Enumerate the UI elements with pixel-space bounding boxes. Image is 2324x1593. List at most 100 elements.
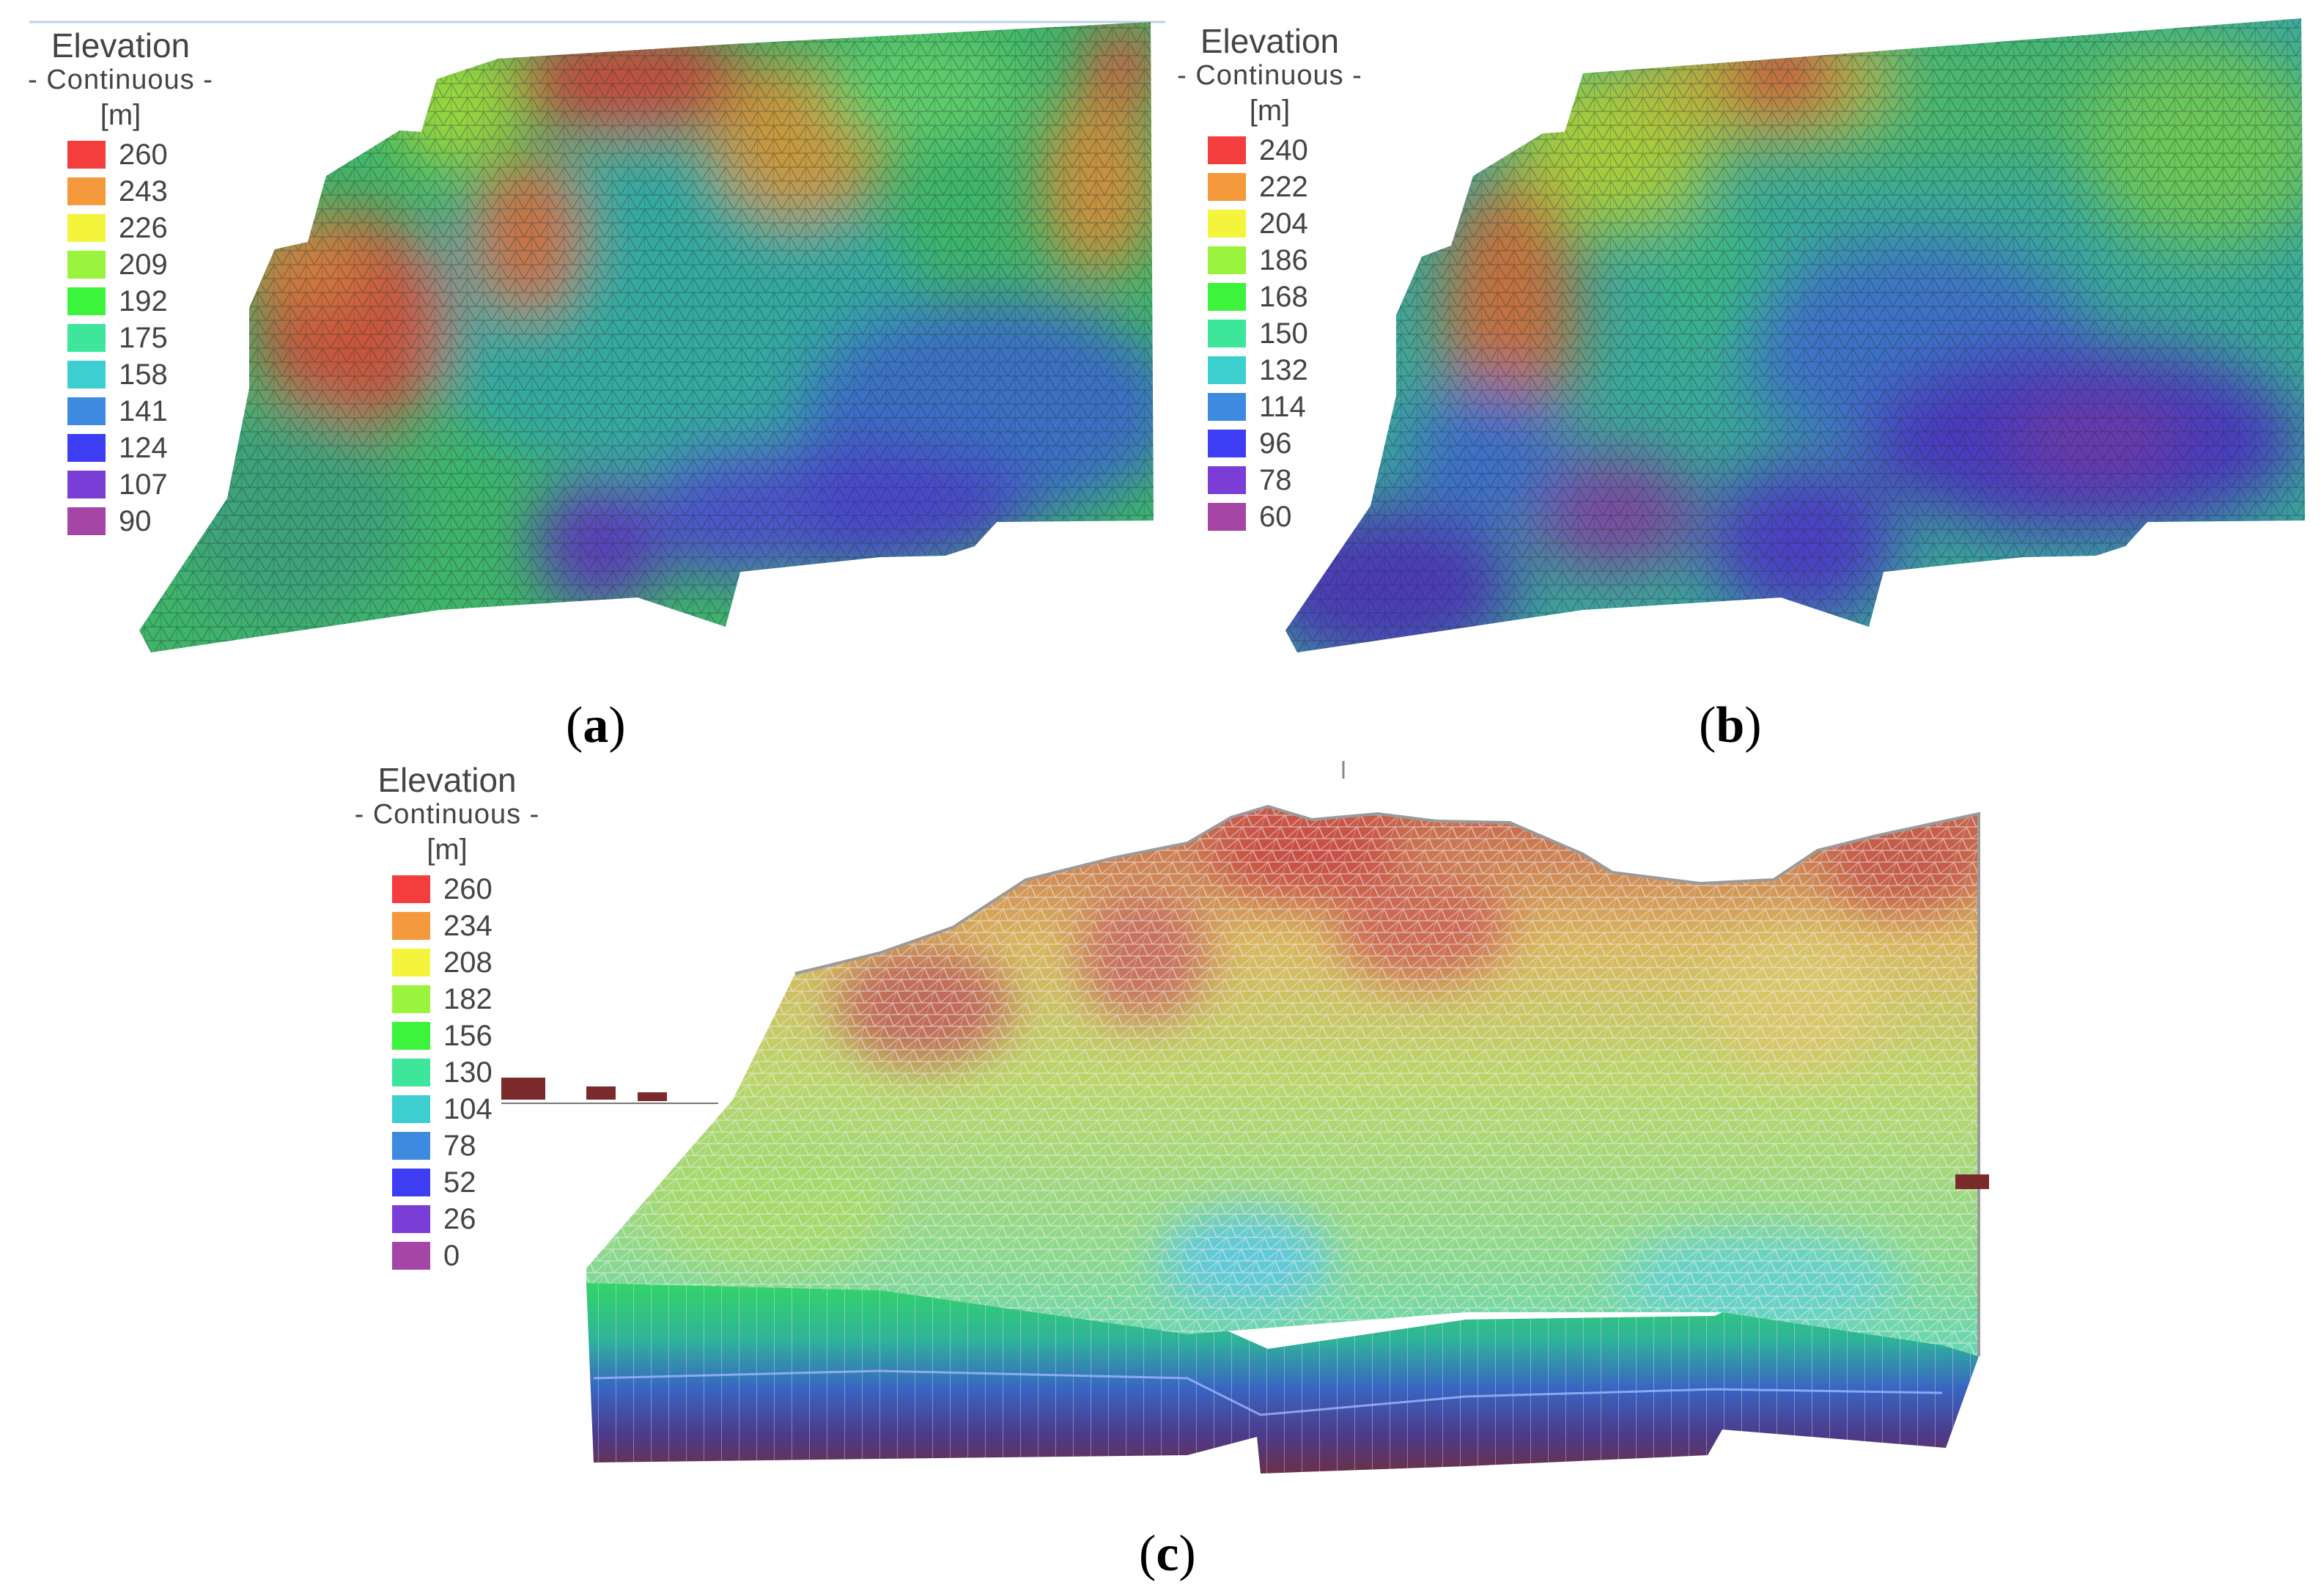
legend-entry: 158 (67, 356, 225, 393)
panel-a-mesh-map (29, 21, 1165, 652)
legend-value: 124 (119, 431, 168, 464)
legend-entries: 260 234 208 182 156 130 104 78 52 26 0 (341, 871, 553, 1274)
legend-value: 104 (443, 1092, 493, 1125)
legend-title: Elevation (377, 761, 517, 799)
legend-entry: 226 (67, 210, 225, 246)
legend-entry: 90 (67, 503, 225, 540)
legend-entry: 96 (1208, 425, 1374, 462)
legend-subtitle: - Continuous - (354, 799, 540, 830)
legend-swatch (1208, 283, 1246, 311)
legend-title: Elevation (1200, 22, 1340, 60)
legend-swatch (392, 1205, 430, 1233)
legend-entry: 168 (1208, 279, 1374, 315)
legend-entry: 107 (67, 466, 225, 503)
legend-swatch (67, 287, 106, 315)
legend-value: 60 (1259, 500, 1292, 533)
legend-swatch (1208, 173, 1246, 201)
legend-entry: 204 (1208, 205, 1374, 242)
panel-a-legend: Elevation - Continuous - [m] 260 243 226 20… (16, 28, 225, 540)
legend-swatch (1208, 466, 1246, 494)
legend-title: Elevation (51, 26, 191, 65)
legend-entry: 175 (67, 320, 225, 356)
legend-value: 114 (1259, 390, 1306, 423)
legend-value: 107 (119, 468, 168, 501)
legend-swatch (392, 1132, 430, 1160)
legend-entry: 156 (392, 1018, 553, 1054)
legend-swatch (1208, 393, 1246, 421)
legend-entry: 124 (67, 430, 225, 466)
legend-entry: 243 (67, 173, 225, 210)
legend-value: 141 (119, 394, 168, 427)
legend-swatch (392, 985, 430, 1013)
legend-value: 175 (119, 321, 168, 354)
legend-swatch (67, 471, 106, 498)
legend-subtitle: - Continuous - (1177, 60, 1362, 91)
legend-value: 208 (443, 946, 493, 979)
legend-entry: 0 (392, 1237, 553, 1274)
legend-value: 243 (119, 174, 168, 207)
legend-swatch (392, 1022, 430, 1050)
legend-swatch (1208, 136, 1246, 164)
caption-c: (c) (1139, 1526, 1196, 1582)
legend-swatch (1208, 246, 1246, 274)
panel-c: Elevation - Continuous - [m] 260 234 208 18… (0, 733, 2324, 1593)
legend-swatch (67, 324, 106, 352)
legend-entry: 78 (392, 1127, 553, 1164)
legend-value: 0 (443, 1239, 460, 1272)
legend-entry: 260 (392, 871, 553, 908)
legend-value: 240 (1259, 133, 1308, 166)
legend-swatch (392, 912, 430, 940)
legend-value: 78 (443, 1129, 476, 1162)
legend-value: 222 (1259, 170, 1308, 203)
caption-a: (a) (566, 697, 626, 754)
legend-value: 130 (443, 1056, 493, 1089)
panel-a: Elevation - Continuous - [m] 260 243 226 20… (0, 0, 1173, 733)
legend-value: 90 (119, 504, 152, 537)
legend-swatch (67, 507, 106, 535)
west-marker (501, 1078, 718, 1104)
legend-entry: 141 (67, 393, 225, 430)
legend-entry: 182 (392, 981, 553, 1018)
legend-value: 192 (119, 284, 168, 317)
legend-entry: 209 (67, 246, 225, 283)
legend-entry: 52 (392, 1164, 553, 1201)
legend-swatch (67, 251, 106, 279)
legend-subtitle: - Continuous - (28, 65, 213, 95)
legend-value: 234 (443, 909, 493, 942)
legend-swatch (67, 177, 106, 205)
legend-value: 182 (443, 982, 493, 1015)
legend-entry: 208 (392, 944, 553, 981)
panel-b-legend: Elevation - Continuous - [m] 240 222 204 18… (1165, 23, 1374, 535)
legend-entry: 104 (392, 1091, 553, 1127)
legend-entry: 132 (1208, 352, 1374, 389)
panel-b-mesh-map (1285, 18, 2305, 652)
legend-value: 132 (1259, 353, 1308, 386)
legend-unit: [m] (1249, 95, 1291, 127)
legend-unit: [m] (100, 99, 141, 131)
legend-entry: 222 (1208, 169, 1374, 205)
legend-value: 78 (1259, 463, 1292, 496)
legend-value: 204 (1259, 207, 1308, 240)
block-top-outline (794, 804, 1980, 1356)
legend-entry: 260 (67, 136, 225, 173)
legend-entry: 186 (1208, 242, 1374, 279)
legend-value: 209 (119, 248, 168, 281)
legend-unit: [m] (427, 834, 468, 866)
legend-value: 168 (1259, 280, 1308, 313)
legend-swatch (392, 875, 430, 903)
legend-value: 226 (119, 211, 168, 244)
legend-entries: 260 243 226 209 192 175 158 141 124 107 90 (16, 136, 225, 540)
legend-swatch (1208, 503, 1246, 531)
legend-entries: 240 222 204 186 168 150 132 114 96 78 60 (1165, 132, 1374, 535)
legend-swatch (67, 434, 106, 462)
legend-entry: 234 (392, 908, 553, 944)
legend-entry: 150 (1208, 315, 1374, 352)
legend-entry: 130 (392, 1054, 553, 1091)
legend-swatch (67, 214, 106, 242)
legend-value: 186 (1259, 243, 1308, 276)
legend-value: 260 (443, 872, 493, 905)
panel-b: Elevation - Continuous - [m] 240 222 204 18… (1143, 0, 2324, 733)
legend-entry: 114 (1208, 389, 1374, 425)
legend-value: 260 (119, 138, 168, 171)
